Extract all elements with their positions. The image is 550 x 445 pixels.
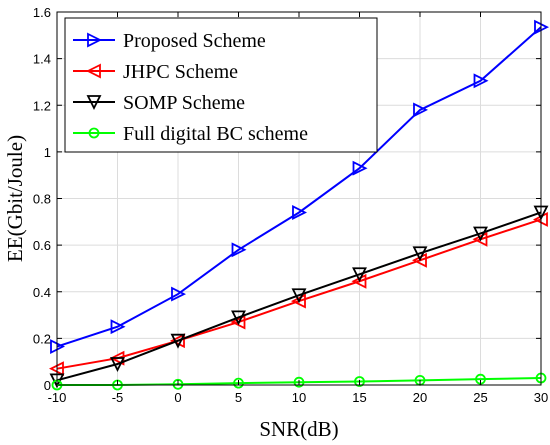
x-tick-label: -5: [112, 390, 124, 405]
data-point: [472, 231, 488, 247]
legend-marker: [86, 95, 102, 111]
data-point: [473, 226, 488, 242]
series-0: [50, 19, 550, 354]
series-line: [56, 211, 542, 382]
legend-item: SOMP Scheme: [73, 92, 245, 114]
data-point: [352, 267, 367, 283]
data-point: [292, 205, 308, 220]
data-point: [352, 160, 368, 176]
data-point: [171, 286, 187, 302]
y-tick-label: 1.2: [33, 98, 51, 113]
x-tick-label: 20: [413, 390, 427, 405]
y-tick-label: 0.8: [33, 192, 51, 207]
data-point: [110, 357, 125, 373]
legend-item: Full digital BC scheme: [73, 123, 308, 145]
legend-marker: [85, 63, 101, 79]
data-point: [110, 319, 126, 335]
x-tick-label: 15: [352, 390, 366, 405]
data-point: [233, 377, 244, 389]
data-point: [172, 378, 184, 390]
legend-label: JHPC Scheme: [123, 61, 238, 83]
data-point: [354, 376, 365, 387]
y-tick-label: 0: [44, 378, 51, 393]
data-point: [412, 246, 428, 262]
legend-label: Proposed Scheme: [123, 30, 266, 52]
legend-label: SOMP Scheme: [123, 92, 245, 114]
x-tick-label: 0: [174, 390, 181, 405]
data-point: [290, 293, 306, 309]
y-tick-label: 0.4: [33, 285, 51, 300]
data-point: [291, 288, 307, 304]
x-tick-label: -10: [48, 390, 67, 405]
y-tick-label: 1.4: [33, 52, 51, 67]
y-tick-label: 1: [44, 145, 51, 160]
legend-marker: [88, 127, 100, 139]
series-line: [56, 26, 542, 348]
data-point: [473, 73, 489, 89]
y-tick-label: 0.2: [33, 331, 51, 346]
legend-label: Full digital BC scheme: [123, 123, 308, 145]
x-axis-label: SNR(dB): [259, 417, 338, 441]
data-point: [413, 102, 429, 118]
legend-item: JHPC Scheme: [73, 61, 238, 83]
data-point: [231, 310, 246, 326]
data-point: [293, 376, 305, 388]
legend: Proposed Scheme JHPC Scheme SOMP Scheme Ful…: [64, 17, 378, 153]
x-tick-label: 10: [292, 390, 306, 405]
y-tick-label: 0.6: [33, 238, 51, 253]
x-tick-label: 25: [473, 390, 487, 405]
data-point: [170, 333, 186, 349]
x-tick-label: 5: [235, 390, 242, 405]
axis-ticks: -10 -5 0 5 10 15 20 25 30 0 0.2 0.4 0.6 0.8 1 1.2 1.4 1.6: [33, 5, 548, 405]
series-2: [49, 205, 549, 389]
legend-item: Proposed Scheme: [73, 30, 266, 52]
data-point: [231, 242, 247, 258]
legend-marker: [87, 32, 103, 48]
y-axis-label: EE(Gbit/Joule): [3, 135, 27, 262]
x-tick-label: 30: [534, 390, 548, 405]
data-point: [169, 333, 185, 349]
y-tick-label: 1.6: [33, 5, 51, 20]
legend-box: [64, 17, 378, 153]
